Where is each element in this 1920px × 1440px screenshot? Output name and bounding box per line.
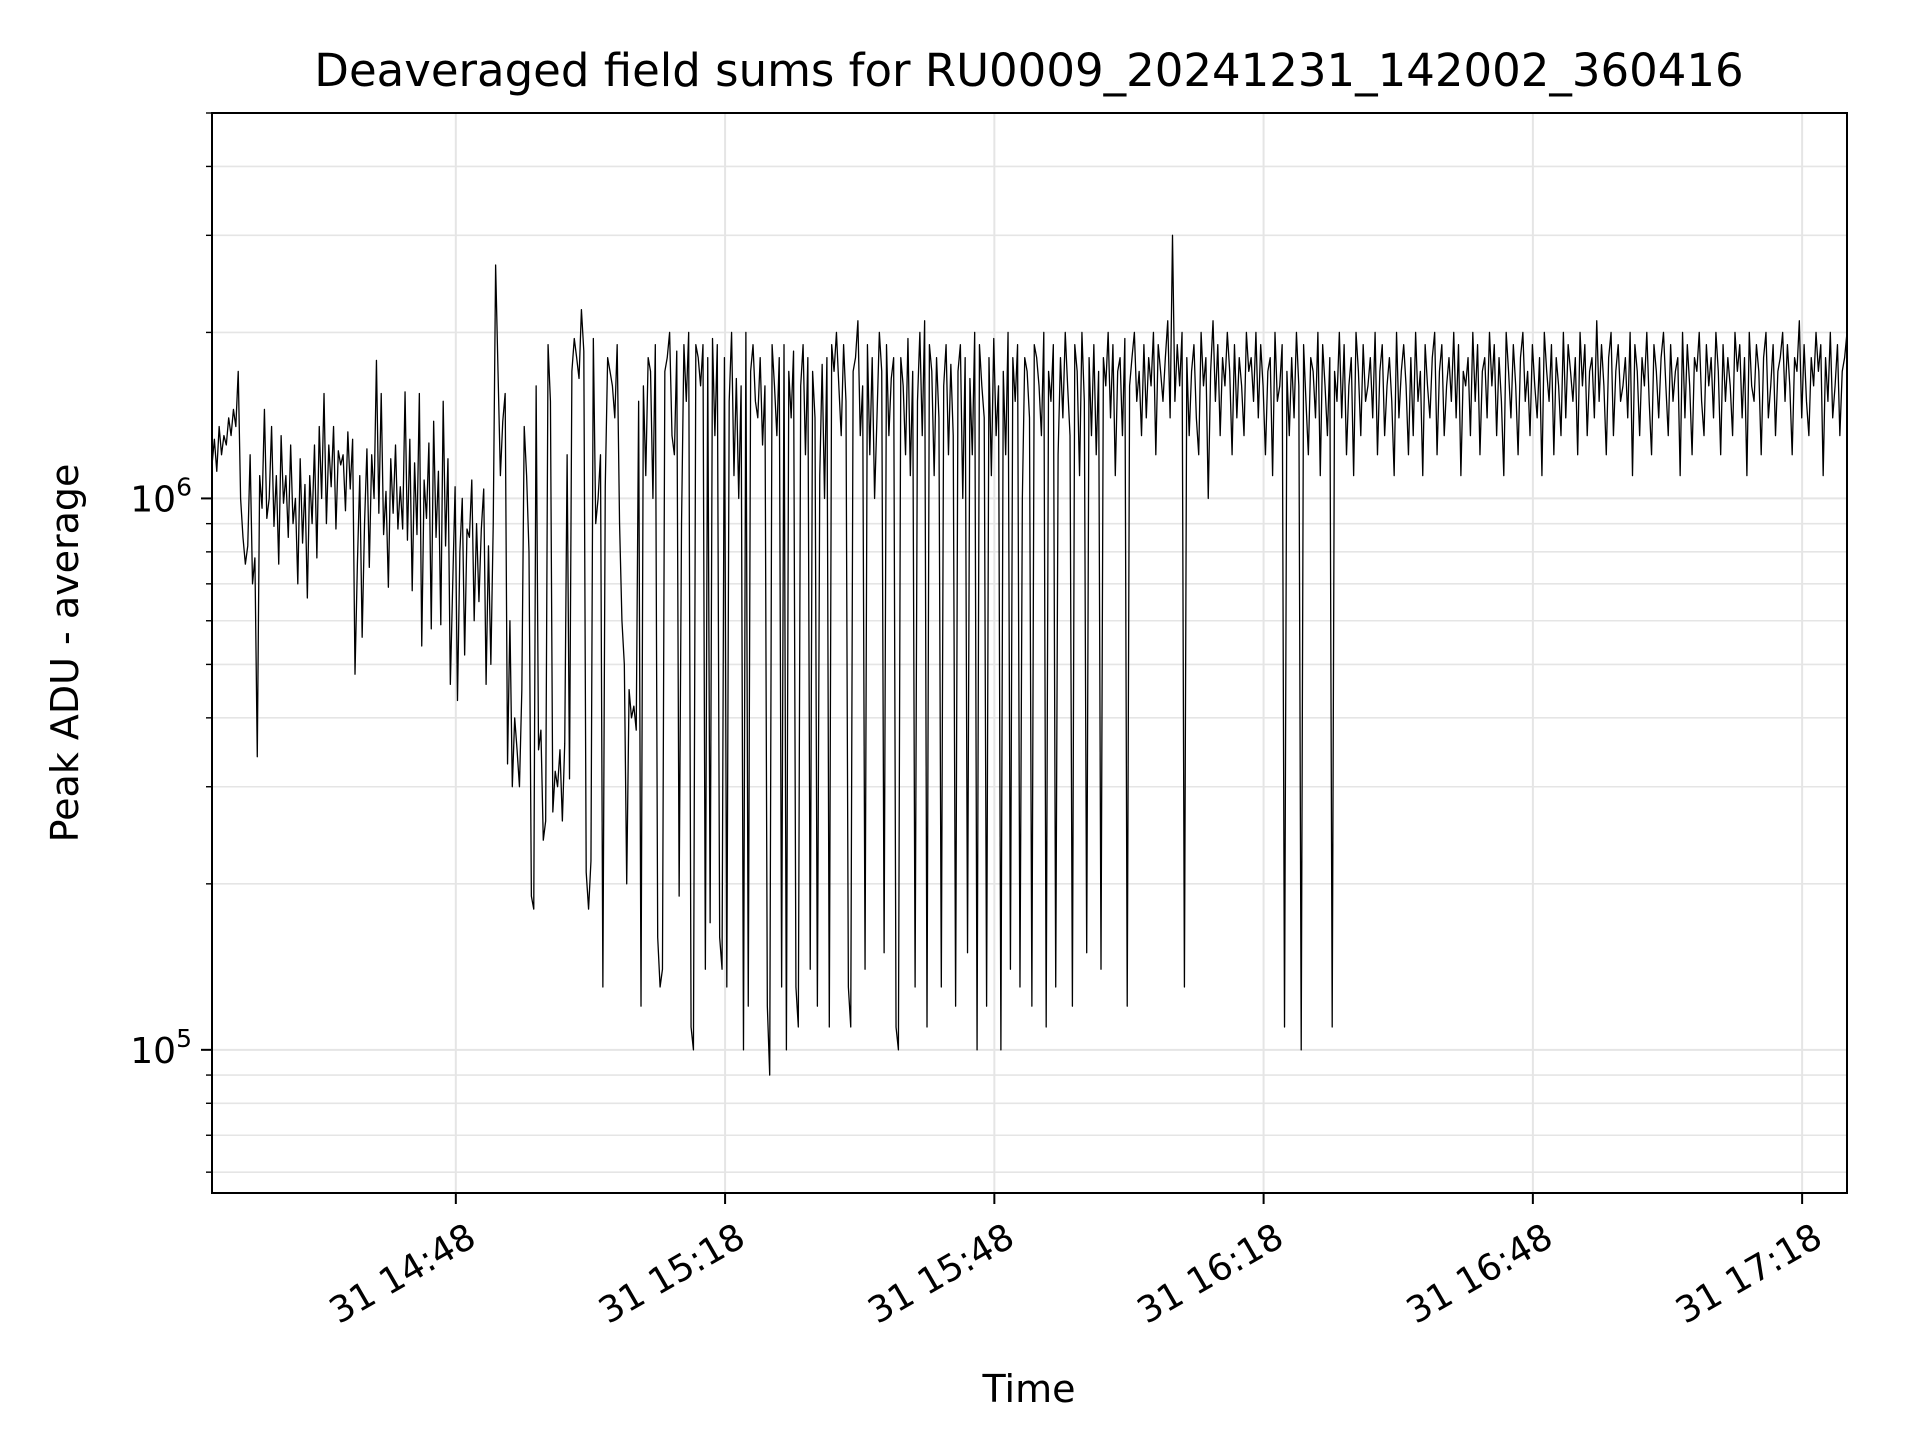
y-tick-label: 105 [130, 1024, 192, 1072]
chart-title: Deaveraged field sums for RU0009_2024123… [314, 44, 1743, 97]
y-axis-label: Peak ADU - average [43, 464, 87, 843]
plot-frame [211, 112, 1848, 1194]
series-line [211, 234, 1848, 1076]
y-axis: 105 106 [130, 112, 212, 1173]
series-layer [211, 234, 1848, 1076]
plot-area [212, 113, 1847, 1193]
y-tick-label: 106 [130, 472, 192, 520]
x-axis-label: Time [982, 1367, 1076, 1411]
